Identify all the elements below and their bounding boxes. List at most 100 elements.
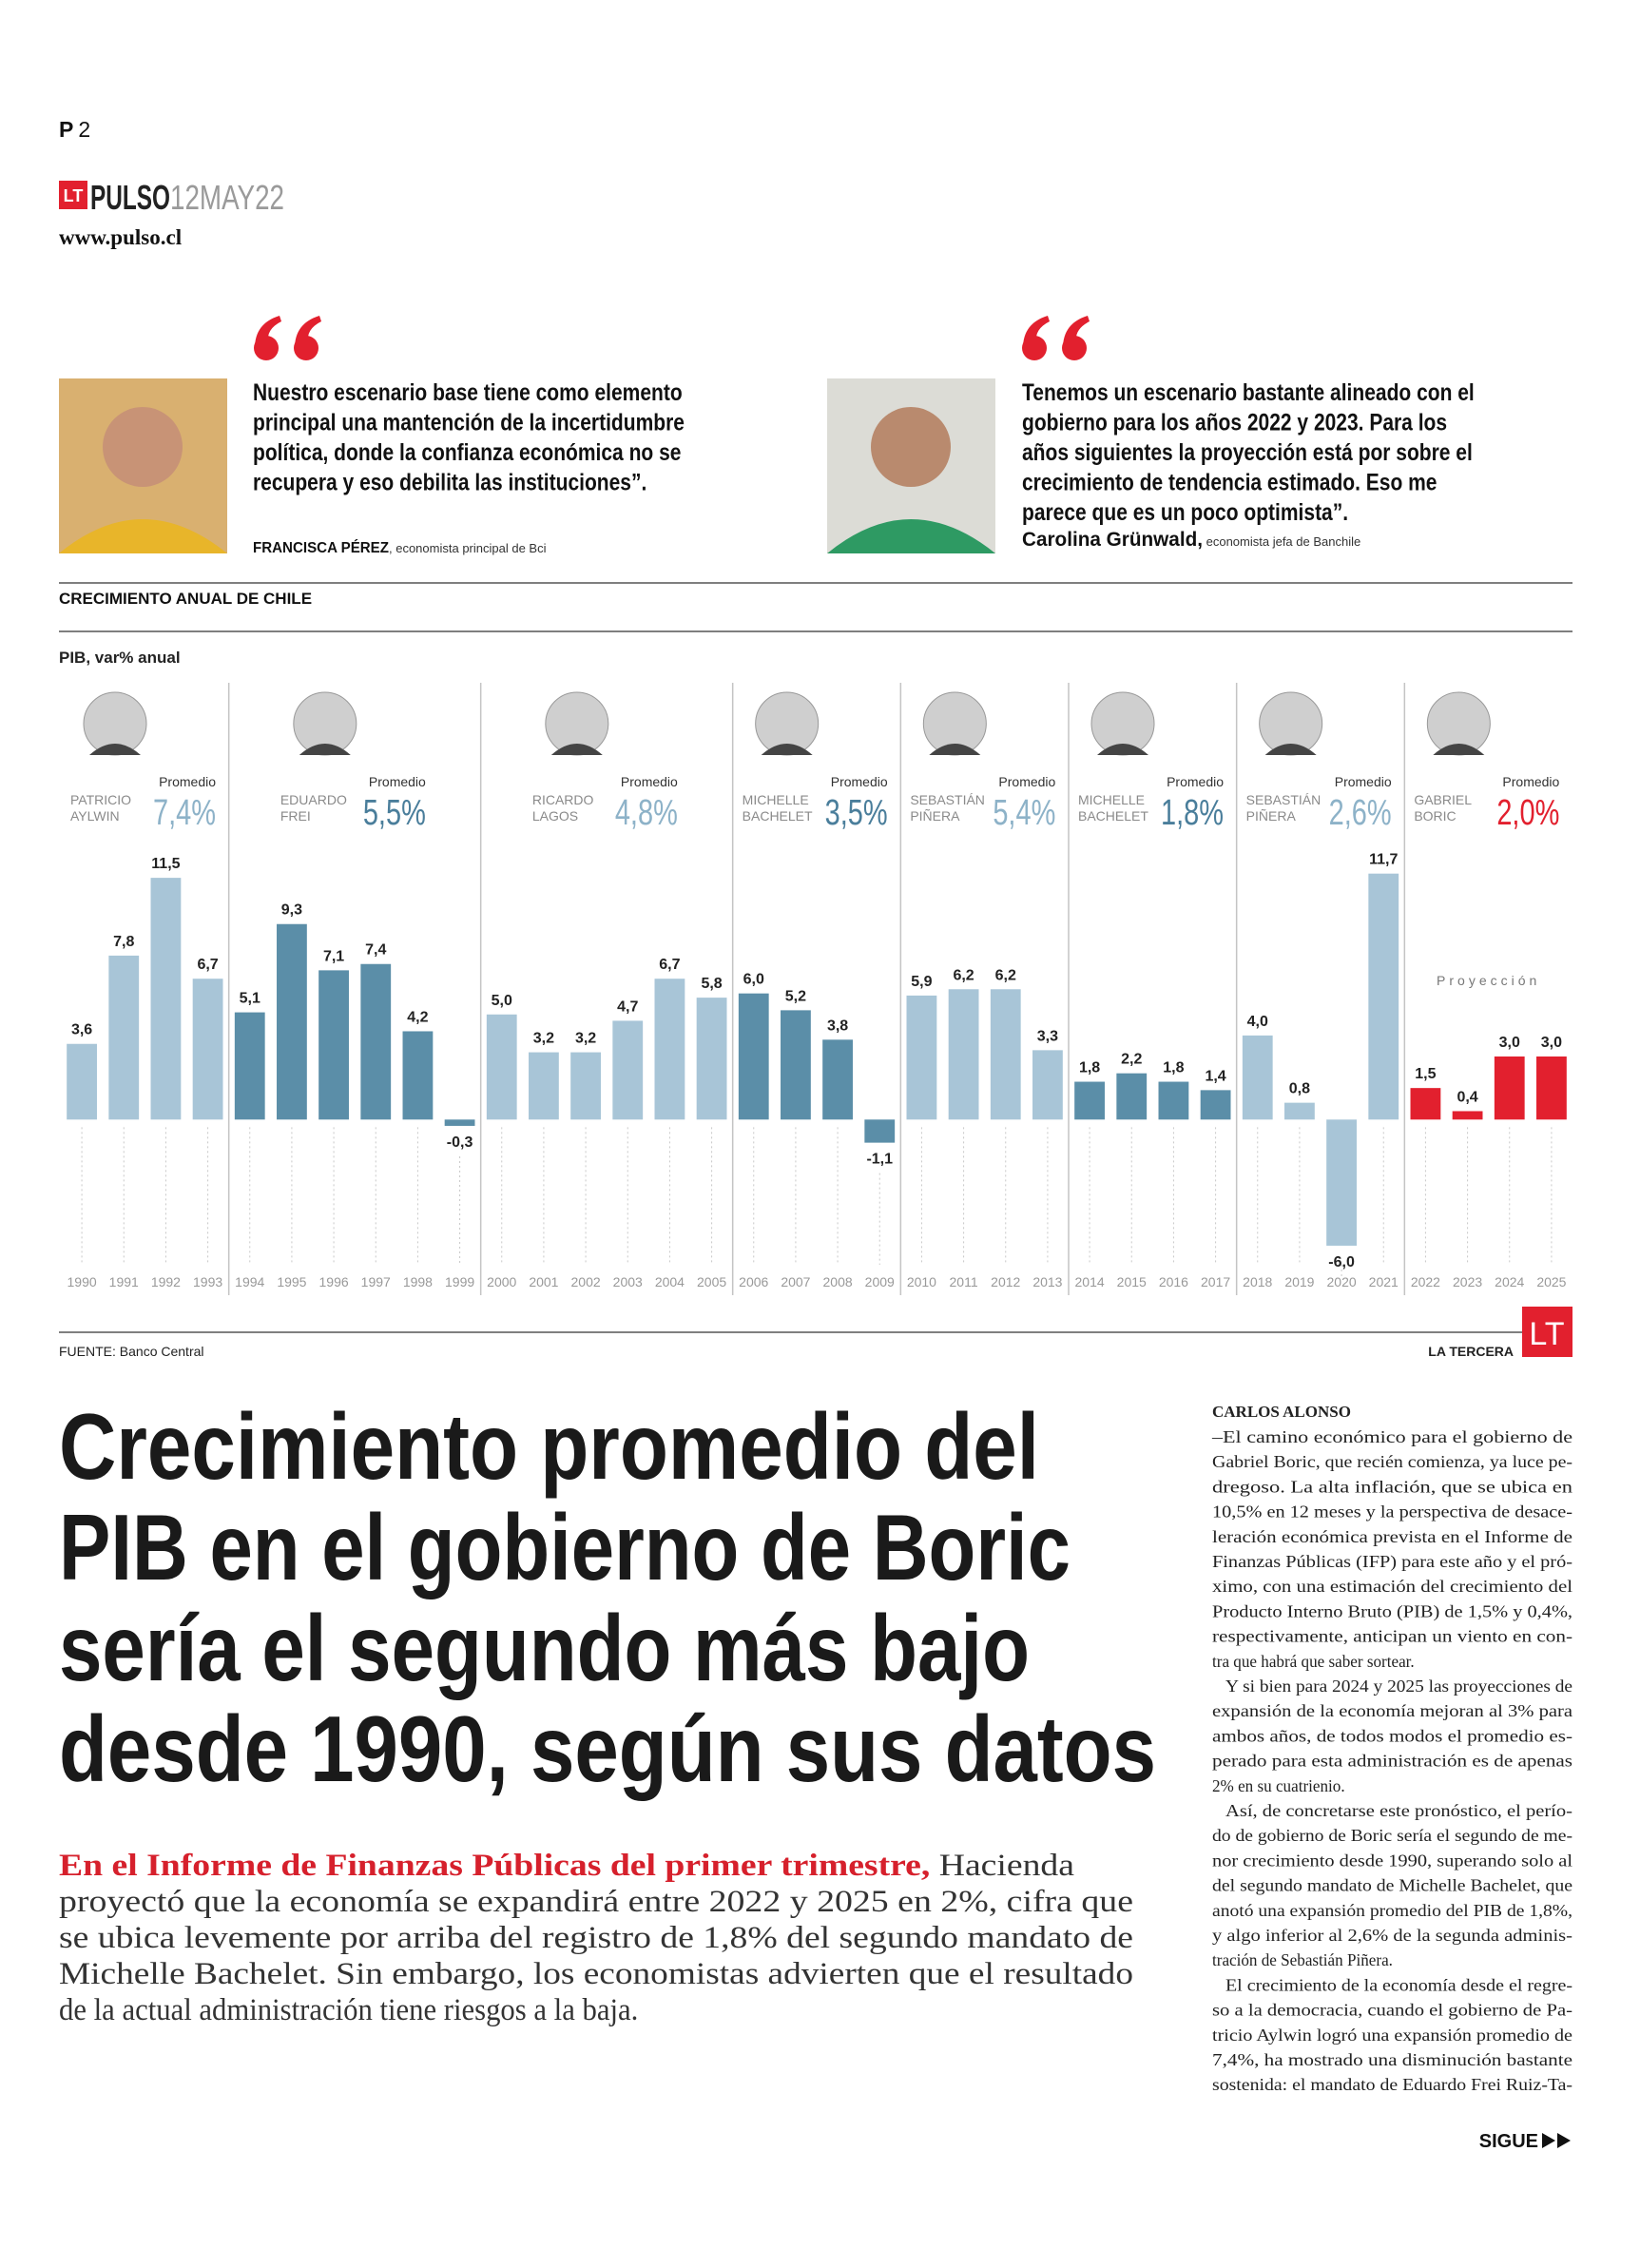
average-value: 1,8% xyxy=(1161,793,1224,833)
president-name: SEBASTIÁN xyxy=(1246,792,1322,807)
president-photo-suit xyxy=(929,744,981,755)
average-caption: Promedio xyxy=(831,774,888,789)
value-label: 4,7 xyxy=(617,998,638,1015)
lead-line: de la actual administración tiene riesgo… xyxy=(59,1993,638,2027)
average-value: 3,5% xyxy=(825,793,888,833)
bar xyxy=(1410,1088,1441,1120)
x-tick-label: 2001 xyxy=(529,1274,558,1289)
bar xyxy=(1158,1081,1189,1120)
lead-line: proyectó que la economía se expandirá en… xyxy=(59,1885,1133,1919)
president-name: RICARDO xyxy=(532,792,594,807)
value-label: 5,8 xyxy=(701,976,722,992)
date: 12MAY22 xyxy=(170,178,284,217)
brand-logo: LT xyxy=(1529,1316,1564,1352)
bar xyxy=(822,1039,853,1120)
article-line: El crecimiento de la economía desde el r… xyxy=(1225,1975,1572,1994)
average-caption: Promedio xyxy=(369,774,426,789)
page-digit: 2 xyxy=(78,117,90,142)
value-label: 4,0 xyxy=(1247,1014,1268,1030)
x-tick-label: 2004 xyxy=(655,1274,685,1289)
x-tick-label: 2025 xyxy=(1536,1274,1566,1289)
article-line: anotó una expansión promedio del PIB de … xyxy=(1212,1901,1572,1920)
bar xyxy=(696,998,727,1120)
x-tick-label: 2013 xyxy=(1032,1274,1062,1289)
bar xyxy=(1452,1111,1483,1120)
x-tick-label: 1990 xyxy=(68,1274,97,1289)
article-line: so a la democracia, cuando el gobierno d… xyxy=(1212,2001,1572,2020)
logo-box xyxy=(59,181,87,209)
x-tick-label: 2022 xyxy=(1411,1274,1440,1289)
page-letter: P xyxy=(59,117,73,142)
value-label: 6,2 xyxy=(953,967,974,983)
president-name: GABRIEL xyxy=(1414,792,1472,807)
quote-author: FRANCISCA PÉREZ, economista principal de… xyxy=(253,538,547,556)
president-name: EDUARDO xyxy=(280,792,347,807)
article-line: tra que habrá que saber sortear. xyxy=(1212,1652,1415,1671)
value-label: -1,1 xyxy=(866,1152,893,1168)
x-tick-label: 1992 xyxy=(151,1274,181,1289)
value-label: 5,2 xyxy=(785,988,806,1004)
lead-text: Michelle Bachelet. Sin embargo, los econ… xyxy=(59,1957,1133,1991)
bar xyxy=(906,995,937,1120)
continue-arrows xyxy=(1542,2133,1571,2148)
bar xyxy=(738,993,769,1120)
article-line: perado para esta administración es de ap… xyxy=(1212,1752,1572,1771)
x-tick-label: 2002 xyxy=(571,1274,601,1289)
x-tick-label: 2009 xyxy=(865,1274,895,1289)
value-label: 3,0 xyxy=(1499,1035,1520,1051)
value-label: 7,8 xyxy=(113,934,134,950)
x-tick-label: 2015 xyxy=(1117,1274,1147,1289)
brand: LA TERCERA xyxy=(1428,1344,1514,1359)
article-line: ambos años, de todos modos el promedio e… xyxy=(1212,1726,1572,1745)
quote-line: años siguientes la proyección está por s… xyxy=(1022,439,1473,466)
bar xyxy=(192,979,223,1120)
lead-line: En el Informe de Finanzas Públicas del p… xyxy=(59,1849,1074,1883)
quote-line: crecimiento de tendencia estimado. Eso m… xyxy=(1022,470,1437,496)
x-tick-label: 2000 xyxy=(487,1274,516,1289)
photo-face xyxy=(103,407,183,487)
author-role: , economista principal de Bci xyxy=(389,541,547,555)
lead-text: Hacienda xyxy=(930,1849,1074,1883)
president-name: SEBASTIÁN xyxy=(910,792,985,807)
president-name: MICHELLE xyxy=(743,792,809,807)
article-line: –El camino económico para el gobierno de xyxy=(1211,1427,1572,1446)
value-label: 5,9 xyxy=(911,974,932,990)
president-photo-suit xyxy=(89,744,141,755)
brand-logo-box xyxy=(1522,1307,1572,1357)
average-caption: Promedio xyxy=(998,774,1055,789)
bar xyxy=(948,989,979,1120)
headline-line: sería el segundo más bajo xyxy=(59,1596,1030,1700)
president-name: PIÑERA xyxy=(910,808,960,824)
average-caption: Promedio xyxy=(621,774,678,789)
x-tick-label: 2021 xyxy=(1369,1274,1399,1289)
x-tick-label: 2005 xyxy=(697,1274,726,1289)
quote-line: Nuestro escenario base tiene como elemen… xyxy=(253,379,683,406)
president-photo-suit xyxy=(1264,744,1317,755)
quote-line: parece que es un poco optimista”. xyxy=(1022,499,1348,526)
bar xyxy=(277,923,307,1120)
bar xyxy=(1368,873,1399,1120)
value-label: 1,8 xyxy=(1079,1060,1100,1076)
value-label: 7,1 xyxy=(323,948,344,964)
value-label: -0,3 xyxy=(447,1134,473,1151)
value-label: 4,2 xyxy=(407,1009,428,1025)
president-name: BACHELET xyxy=(743,808,813,824)
bar xyxy=(570,1052,601,1120)
article-line: dregoso. La alta inflación, que se ubica… xyxy=(1212,1477,1572,1496)
president-photo-suit xyxy=(1097,744,1148,755)
article-line: sostenida: el mandato de Eduardo Frei Ru… xyxy=(1212,2075,1572,2094)
president-name: AYLWIN xyxy=(70,808,120,824)
lead-line: Michelle Bachelet. Sin embargo, los econ… xyxy=(59,1957,1133,1991)
x-tick-label: 2016 xyxy=(1159,1274,1188,1289)
value-label: 3,6 xyxy=(71,1022,92,1038)
logo-text: LT xyxy=(64,186,84,205)
x-tick-label: 2020 xyxy=(1327,1274,1357,1289)
value-label: 2,2 xyxy=(1121,1052,1142,1068)
lead-text: se ubica levemente por arriba del regist… xyxy=(59,1921,1133,1955)
bar xyxy=(402,1031,434,1120)
photo-face xyxy=(871,407,951,487)
bar xyxy=(318,970,349,1120)
president-name: BACHELET xyxy=(1078,808,1148,824)
article-line: 2% en su cuatrienio. xyxy=(1212,1776,1345,1795)
